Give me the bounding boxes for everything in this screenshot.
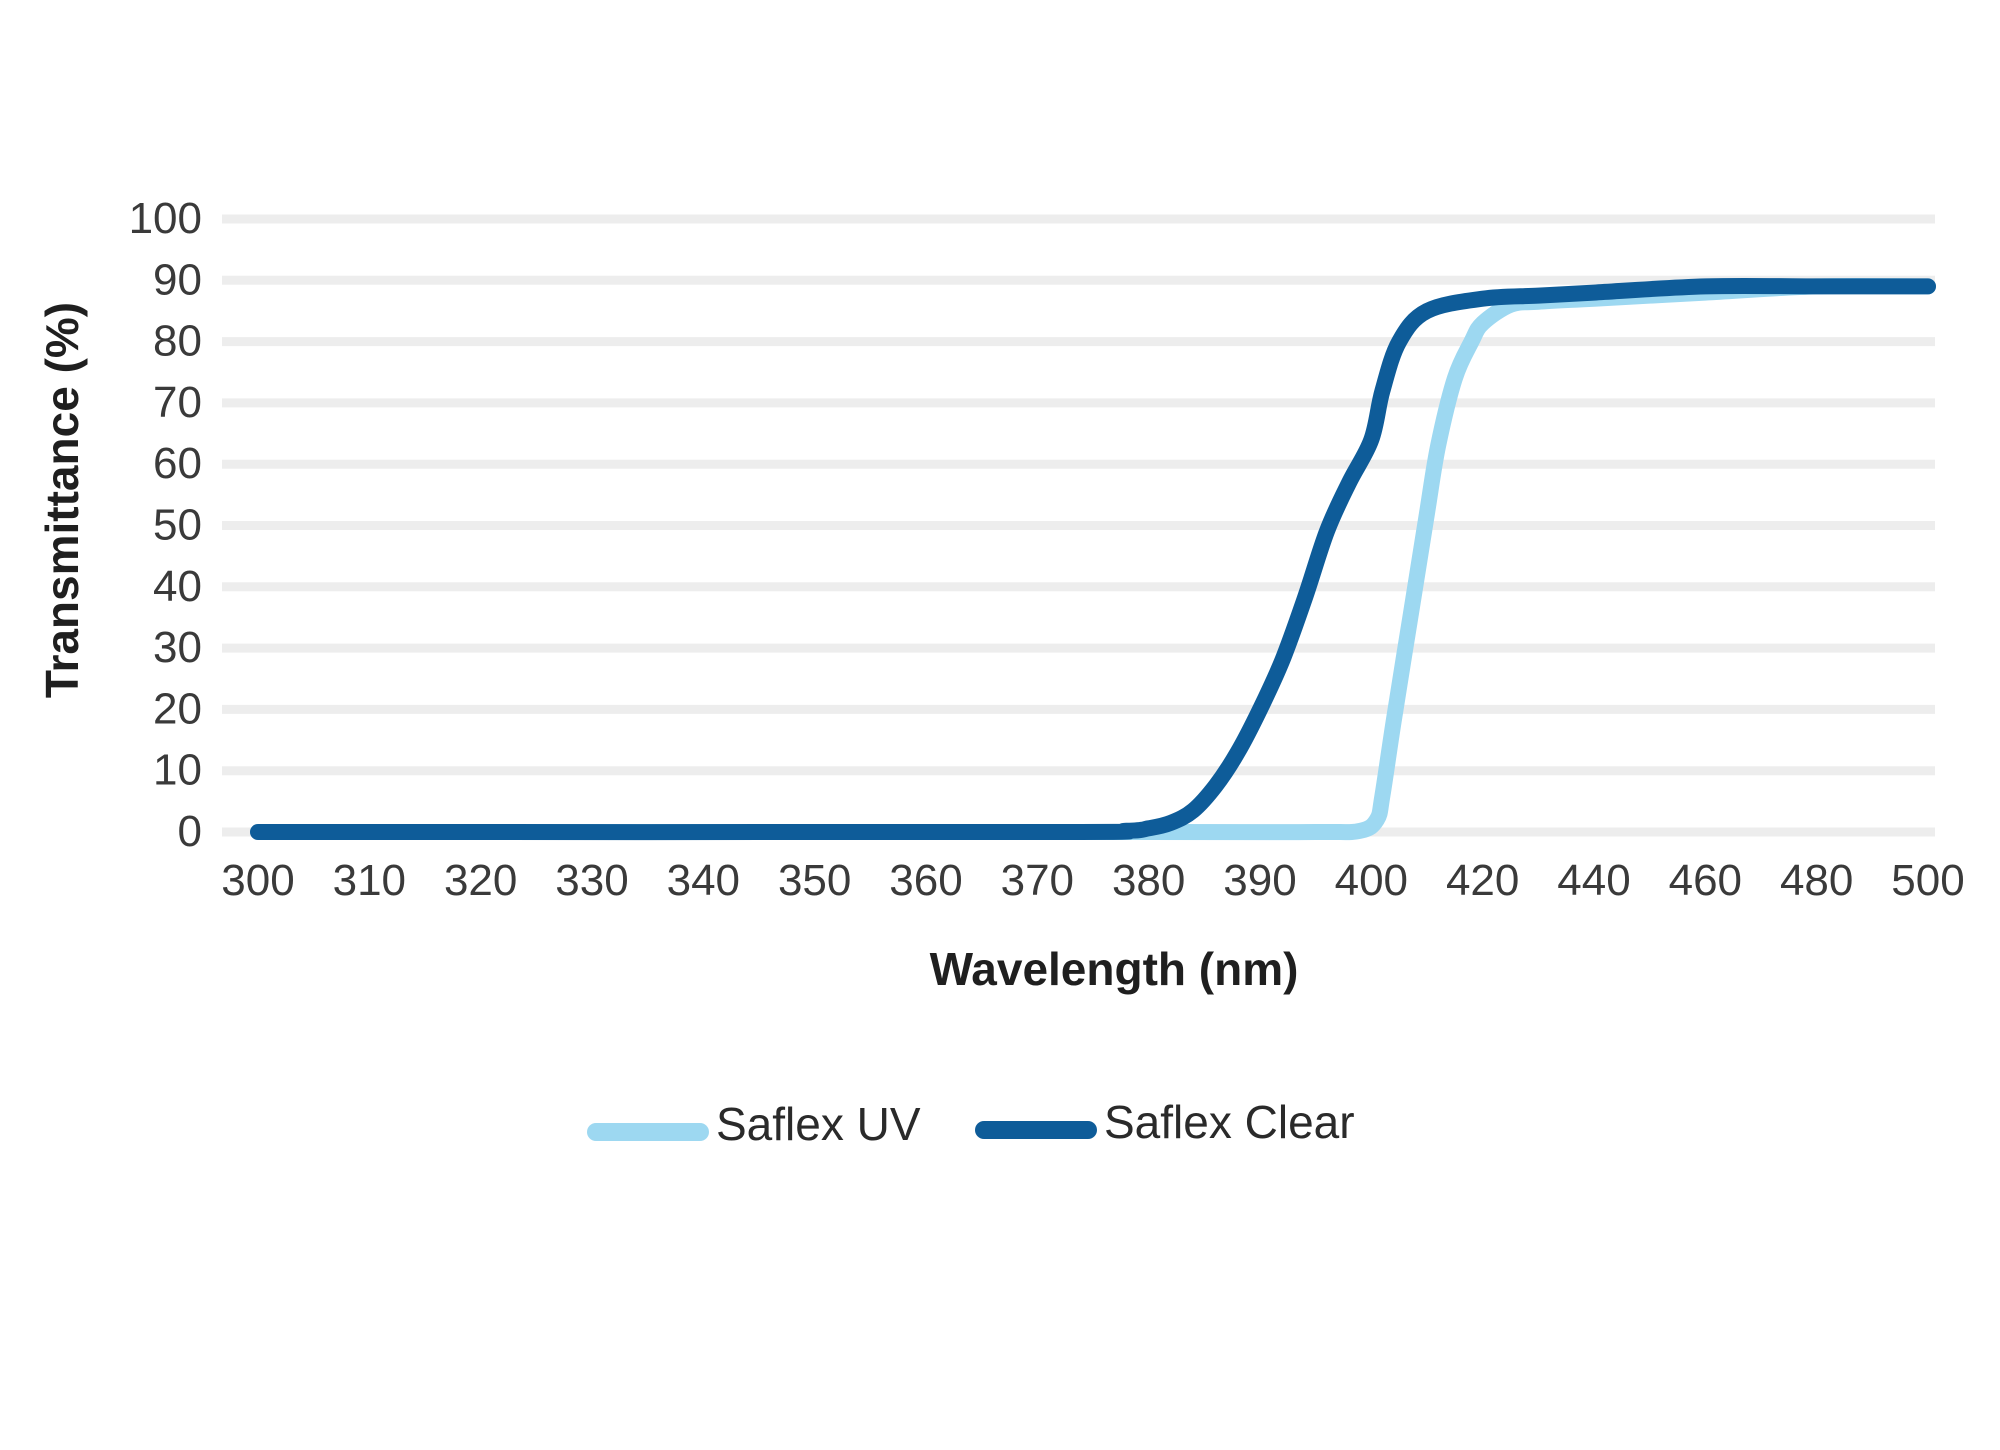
y-tick-label: 40 xyxy=(153,562,202,611)
y-tick-label: 80 xyxy=(153,317,202,366)
x-tick-label: 370 xyxy=(1001,856,1074,905)
x-axis-title: Wavelength (nm) xyxy=(930,943,1299,995)
x-tick-label: 460 xyxy=(1669,856,1742,905)
y-axis-tick-labels: 0 10 20 30 40 50 60 70 80 90 100 xyxy=(129,194,202,856)
series-lines xyxy=(250,277,1936,841)
x-tick-label: 310 xyxy=(333,856,406,905)
y-tick-label: 20 xyxy=(153,684,202,733)
legend-label-saflex-clear: Saflex Clear xyxy=(1104,1096,1355,1148)
series-line-saflex-clear xyxy=(250,277,1936,841)
y-tick-label: 50 xyxy=(153,501,202,550)
x-tick-label: 380 xyxy=(1112,856,1185,905)
x-tick-label: 340 xyxy=(667,856,740,905)
y-tick-label: 100 xyxy=(129,194,202,243)
legend-label-saflex-uv: Saflex UV xyxy=(716,1098,921,1150)
y-tick-label: 0 xyxy=(178,807,202,856)
legend: Saflex UV Saflex Clear xyxy=(587,1096,1355,1150)
y-tick-label: 60 xyxy=(153,439,202,488)
x-tick-label: 300 xyxy=(221,856,294,905)
gridlines xyxy=(222,214,1935,837)
y-tick-label: 10 xyxy=(153,746,202,795)
x-tick-label: 320 xyxy=(444,856,517,905)
y-axis-title: Transmittance (%) xyxy=(36,302,88,698)
x-tick-label: 350 xyxy=(778,856,851,905)
x-tick-label: 480 xyxy=(1780,856,1853,905)
x-tick-label: 360 xyxy=(889,856,962,905)
x-tick-label: 420 xyxy=(1446,856,1519,905)
x-tick-label: 440 xyxy=(1557,856,1630,905)
y-tick-label: 90 xyxy=(153,255,202,304)
y-tick-label: 30 xyxy=(153,623,202,672)
x-tick-label: 390 xyxy=(1223,856,1296,905)
series-line-saflex-uv xyxy=(250,277,1936,841)
x-tick-label: 500 xyxy=(1891,856,1964,905)
x-axis-tick-labels: 300 310 320 330 340 350 360 370 380 390 400 420 440 4… xyxy=(221,856,1964,905)
x-tick-label: 400 xyxy=(1335,856,1408,905)
y-tick-label: 70 xyxy=(153,378,202,427)
x-tick-label: 330 xyxy=(555,856,628,905)
